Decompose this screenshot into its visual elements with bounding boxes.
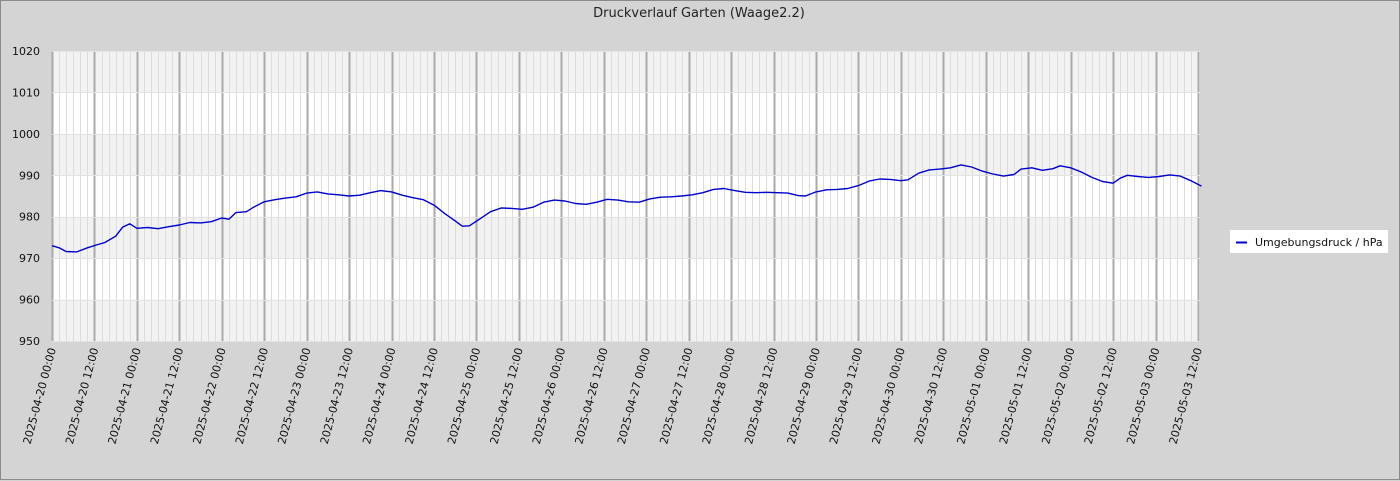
- y-tick-label: 1010: [12, 86, 40, 99]
- x-tick-label: 2025-04-25 00:00: [445, 346, 483, 445]
- x-tick-label: 2025-04-21 00:00: [106, 346, 144, 445]
- legend-box: [1230, 230, 1388, 253]
- x-tick-label: 2025-04-23 12:00: [318, 346, 356, 445]
- x-tick-label: 2025-04-29 12:00: [827, 346, 865, 445]
- chart-title: Druckverlauf Garten (Waage2.2): [593, 6, 805, 21]
- x-tick-label: 2025-05-01 00:00: [954, 346, 992, 445]
- x-tick-label: 2025-04-25 12:00: [488, 346, 526, 445]
- x-tick-label: 2025-04-24 12:00: [403, 346, 441, 445]
- x-tick-label: 2025-04-22 00:00: [190, 346, 228, 445]
- x-tick-label: 2025-05-03 00:00: [1124, 346, 1162, 445]
- y-tick-label: 960: [19, 294, 40, 307]
- x-tick-label: 2025-05-02 12:00: [1082, 346, 1120, 445]
- x-tick-label: 2025-04-27 00:00: [615, 346, 653, 445]
- y-tick-label: 950: [19, 335, 40, 348]
- x-tick-label: 2025-04-24 00:00: [360, 346, 398, 445]
- legend: Umgebungsdruck / hPa: [1230, 230, 1388, 253]
- x-tick-label: 2025-04-30 12:00: [912, 346, 950, 445]
- y-tick-label: 1020: [12, 45, 40, 58]
- x-tick-label: 2025-04-20 12:00: [63, 346, 101, 445]
- x-tick-label: 2025-04-21 12:00: [148, 346, 186, 445]
- y-tick-label: 970: [19, 252, 40, 265]
- y-tick-label: 980: [19, 211, 40, 224]
- x-tick-label: 2025-04-27 12:00: [657, 346, 695, 445]
- y-tick-label: 990: [19, 169, 40, 182]
- legend-label: Umgebungsdruck / hPa: [1255, 236, 1383, 249]
- x-tick-label: 2025-04-23 00:00: [275, 346, 313, 445]
- series-line: [51, 164, 1202, 253]
- x-tick-label: 2025-04-28 12:00: [742, 346, 780, 445]
- x-tick-label: 2025-04-26 00:00: [530, 346, 568, 445]
- x-tick-label: 2025-05-02 00:00: [1039, 346, 1077, 445]
- x-tick-label: 2025-04-22 12:00: [233, 346, 271, 445]
- x-tick-label: 2025-04-26 12:00: [572, 346, 610, 445]
- x-tick-label: 2025-04-29 00:00: [785, 346, 823, 445]
- x-tick-label: 2025-04-30 00:00: [870, 346, 908, 445]
- plot-area: 950 960 970 980 990 1000 1010 1020 2025-04-20 00…: [12, 45, 1205, 446]
- x-tick-label: 2025-05-01 12:00: [997, 346, 1035, 445]
- x-tick-label: 2025-04-20 00:00: [21, 346, 59, 445]
- y-tick-label: 1000: [12, 128, 40, 141]
- x-tick-label: 2025-05-03 12:00: [1167, 346, 1205, 445]
- x-tick-label: 2025-04-28 00:00: [700, 346, 738, 445]
